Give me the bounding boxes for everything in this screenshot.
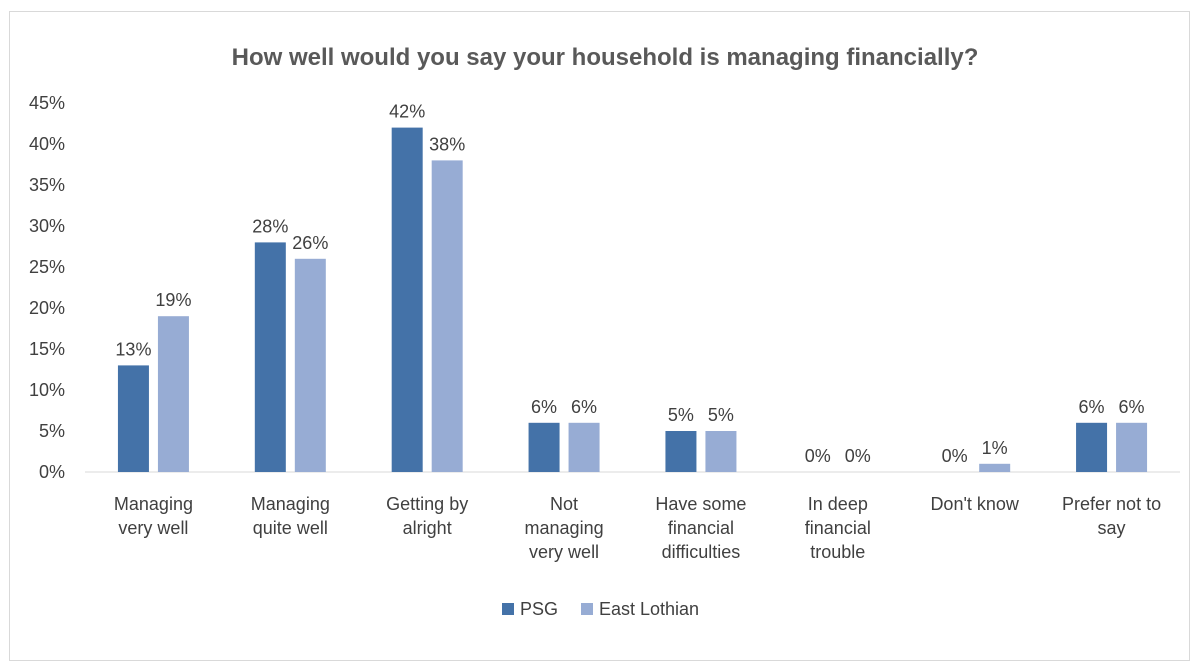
x-tick-label: Managing very well xyxy=(114,494,193,538)
x-tick-label-line: Have some xyxy=(655,494,746,514)
data-label: 5% xyxy=(708,405,734,425)
x-tick-label-line: Not xyxy=(550,494,578,514)
x-tick-label-line: Getting by xyxy=(386,494,468,514)
bar-psg xyxy=(1076,422,1108,472)
bar-east-lothian xyxy=(979,463,1011,472)
x-tick-label-line: trouble xyxy=(810,542,865,562)
y-tick-label: 25% xyxy=(29,257,65,277)
chart: How well would you say your household is… xyxy=(29,44,1180,619)
x-tick-label-line: say xyxy=(1098,518,1126,538)
legend-swatch-east-lothian xyxy=(581,603,593,615)
data-label: 5% xyxy=(668,405,694,425)
x-tick-label: In deep financial trouble xyxy=(805,494,871,562)
bar-east-lothian xyxy=(294,258,326,472)
data-label: 26% xyxy=(292,233,328,253)
data-label: 6% xyxy=(531,397,557,417)
bar-east-lothian xyxy=(157,316,189,472)
bar-east-lothian xyxy=(705,431,737,472)
legend-label: East Lothian xyxy=(599,599,699,619)
y-tick-label: 20% xyxy=(29,298,65,318)
data-label: 6% xyxy=(571,397,597,417)
x-tick-label-line: financial xyxy=(668,518,734,538)
bars: 13% 19% 28%26% 42%38% 6% 6% 5% 5% 0% 0% 0% 1% 6% 6% xyxy=(115,102,1148,472)
y-tick-label: 5% xyxy=(39,421,65,441)
bar-east-lothian xyxy=(568,422,600,472)
y-tick-label: 45% xyxy=(29,93,65,113)
y-tick-label: 10% xyxy=(29,380,65,400)
y-tick-label: 35% xyxy=(29,175,65,195)
data-label: 28% xyxy=(252,216,288,236)
x-tick-label: Have some financial difficulties xyxy=(655,494,746,562)
x-tick-label-line: Managing xyxy=(114,494,193,514)
x-tick-label-line: In deep xyxy=(808,494,868,514)
y-tick-label: 40% xyxy=(29,134,65,154)
bar-psg xyxy=(665,431,697,472)
x-tick-label-line: financial xyxy=(805,518,871,538)
x-tick-label: Managing quite well xyxy=(251,494,330,538)
data-label: 6% xyxy=(1079,397,1105,417)
y-tick-label: 15% xyxy=(29,339,65,359)
x-tick-label-line: Managing xyxy=(251,494,330,514)
data-label: 38% xyxy=(429,134,465,154)
x-tick-label-line: difficulties xyxy=(662,542,741,562)
x-tick-label-line: managing xyxy=(525,518,604,538)
bar-psg xyxy=(391,127,423,472)
data-label: 0% xyxy=(942,446,968,466)
x-tick-label: Getting by alright xyxy=(386,494,468,538)
data-label: 1% xyxy=(982,438,1008,458)
x-tick-label: Not managing very well xyxy=(525,494,604,562)
y-tick-label: 0% xyxy=(39,462,65,482)
x-tick-label-line: quite well xyxy=(253,518,328,538)
x-tick-label-line: alright xyxy=(403,518,452,538)
data-label: 6% xyxy=(1119,397,1145,417)
x-tick-label: Prefer not to say xyxy=(1062,494,1161,538)
data-label: 13% xyxy=(115,339,151,359)
legend-swatch-psg xyxy=(502,603,514,615)
y-axis: 0% 5% 10% 15% 20% 25% 30% 35% 40% 45% xyxy=(29,93,65,482)
bar-psg xyxy=(254,242,286,472)
category-labels: Managing very well Managing quite well Getti… xyxy=(114,494,1161,562)
bar-psg xyxy=(528,422,560,472)
bar-east-lothian xyxy=(1116,422,1148,472)
x-tick-label-line: Prefer not to xyxy=(1062,494,1161,514)
data-label: 0% xyxy=(845,446,871,466)
chart-title: How well would you say your household is… xyxy=(232,44,979,71)
bar-east-lothian xyxy=(431,160,463,472)
x-tick-label-line: Don't know xyxy=(930,494,1019,514)
data-label: 19% xyxy=(155,290,191,310)
legend: PSG East Lothian xyxy=(502,599,699,619)
x-tick-label: Don't know xyxy=(930,494,1019,514)
y-tick-label: 30% xyxy=(29,216,65,236)
x-tick-label-line: very well xyxy=(529,542,599,562)
bar-psg xyxy=(117,365,149,472)
data-label: 0% xyxy=(805,446,831,466)
legend-label: PSG xyxy=(520,599,558,619)
data-label: 42% xyxy=(389,102,425,122)
x-tick-label-line: very well xyxy=(118,518,188,538)
